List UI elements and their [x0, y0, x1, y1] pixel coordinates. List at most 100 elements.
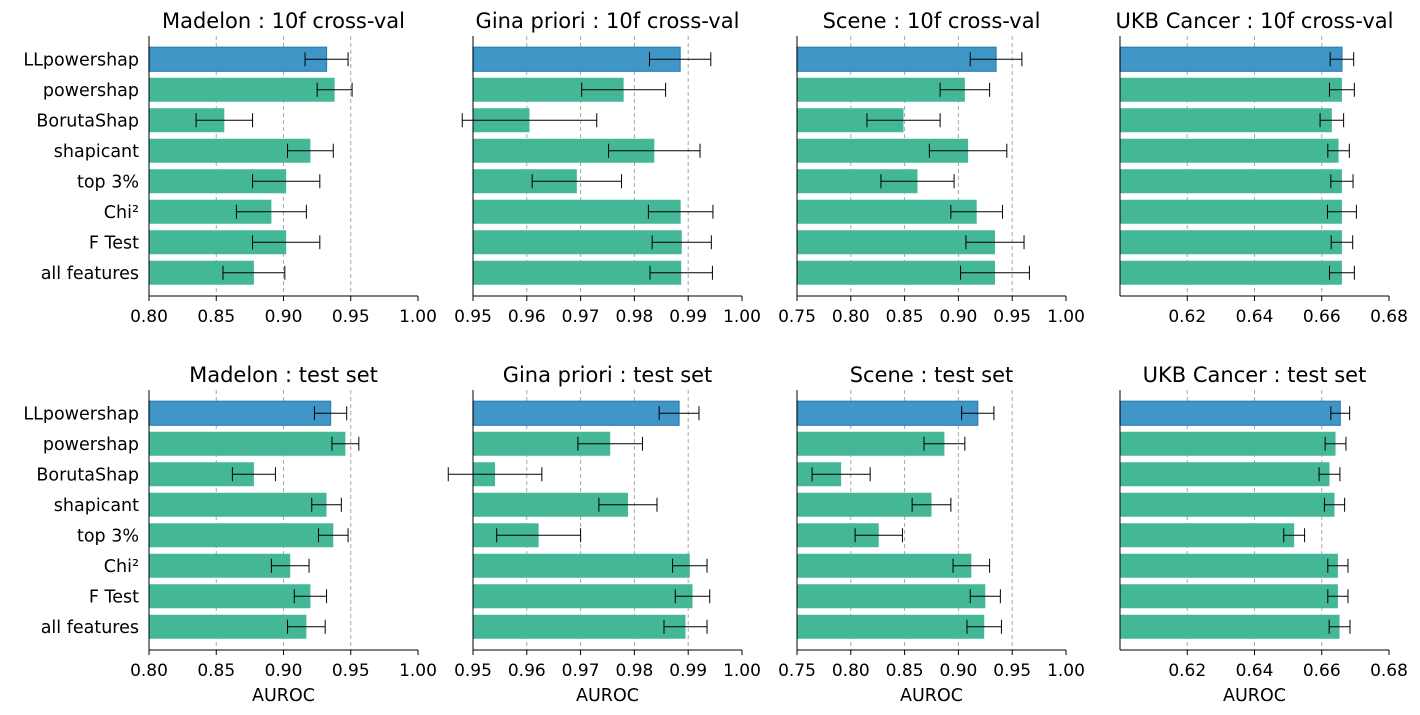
bar [148, 400, 332, 426]
x-tick-label: 0.80 [832, 661, 870, 681]
x-axis-label: AUROC [900, 686, 963, 706]
x-tick-label: 0.97 [562, 661, 600, 681]
x-tick-label: 0.80 [130, 661, 168, 681]
bar [797, 584, 986, 609]
chart-title: Scene : 10f cross-val [823, 9, 1041, 33]
category-label: LLpowershap [23, 50, 139, 70]
bar [796, 46, 997, 72]
category-label: LLpowershap [23, 404, 139, 424]
bar [1120, 614, 1340, 639]
chart-panel: LLpowershap powershap BorutaShap shapicant t… [23, 9, 437, 327]
bar [148, 46, 328, 72]
x-tick-label: 0.80 [832, 307, 870, 327]
x-axis-label: AUROC [252, 686, 315, 706]
bar [473, 584, 693, 609]
x-tick-label: 0.90 [265, 661, 303, 681]
x-tick-label: 0.85 [886, 307, 924, 327]
x-tick-label: 0.96 [508, 307, 546, 327]
x-tick-label: 0.95 [993, 661, 1031, 681]
bar [149, 584, 311, 609]
bar [1120, 77, 1342, 102]
x-tick-label: 0.68 [1370, 307, 1408, 327]
bar [149, 553, 291, 578]
category-label: BorutaShap [36, 111, 139, 131]
x-tick-label: 0.98 [615, 661, 653, 681]
x-tick-label: 0.98 [615, 307, 653, 327]
bar [1119, 46, 1343, 72]
x-tick-label: 0.97 [562, 307, 600, 327]
bar [796, 400, 979, 426]
bar [1120, 260, 1342, 285]
chart-title: Gina priori : test set [503, 363, 713, 387]
bar [1120, 138, 1339, 163]
x-tick-label: 0.66 [1303, 661, 1341, 681]
bar [1120, 199, 1342, 224]
category-label: all features [41, 264, 139, 284]
x-tick-label: 1.00 [1047, 307, 1085, 327]
bar [797, 431, 945, 456]
x-axis-label: AUROC [1223, 686, 1286, 706]
bar [472, 46, 681, 72]
bar [1120, 108, 1332, 133]
x-tick-label: 0.64 [1236, 307, 1274, 327]
chart-title: Madelon : test set [189, 363, 378, 387]
bar [1120, 523, 1295, 548]
bar [797, 77, 965, 102]
category-label: shapicant [54, 496, 139, 516]
bar [149, 492, 327, 517]
category-label: Chi² [104, 203, 139, 223]
bar [1120, 584, 1338, 609]
chart-panel: 0.95 0.96 0.97 0.98 0.99 1.00 Gina priori : te… [447, 363, 761, 706]
x-tick-label: 0.95 [332, 307, 370, 327]
chart-panel: 0.75 0.80 0.85 0.90 0.95 1.00 Scene : 10f cros… [778, 9, 1085, 327]
x-tick-label: 0.68 [1370, 661, 1408, 681]
x-tick-label: 0.95 [454, 661, 492, 681]
x-tick-label: 1.00 [723, 307, 761, 327]
bar [1119, 400, 1341, 426]
chart-title: UKB Cancer : 10f cross-val [1116, 9, 1394, 33]
category-label: shapicant [54, 142, 139, 162]
bar [149, 138, 311, 163]
chart-title: Scene : test set [850, 363, 1014, 387]
x-tick-label: 0.90 [939, 307, 977, 327]
bar [1120, 169, 1342, 194]
x-tick-label: 0.80 [130, 307, 168, 327]
bar [1120, 431, 1336, 456]
category-label: top 3% [77, 526, 139, 546]
bar [1120, 230, 1342, 255]
bar [797, 492, 932, 517]
x-tick-label: 0.85 [886, 661, 924, 681]
bar [149, 614, 307, 639]
category-label: F Test [89, 587, 139, 607]
chart-title: UKB Cancer : test set [1143, 363, 1367, 387]
category-label: F Test [89, 233, 139, 253]
bar [1120, 492, 1335, 517]
bar [797, 614, 985, 639]
category-label: powershap [43, 435, 139, 455]
bar [473, 614, 686, 639]
bar [797, 553, 972, 578]
bar [473, 553, 690, 578]
x-tick-label: 0.85 [197, 307, 235, 327]
bar [149, 523, 334, 548]
x-tick-label: 0.75 [778, 307, 816, 327]
bar [149, 431, 346, 456]
chart-panel: LLpowershap powershap BorutaShap shapicant t… [23, 363, 437, 706]
x-tick-label: 0.95 [993, 307, 1031, 327]
category-label: BorutaShap [36, 465, 139, 485]
bar [797, 230, 995, 255]
chart-panel: 0.62 0.64 0.66 0.68 UKB Cancer : 10f cross-v… [1116, 9, 1408, 327]
x-tick-label: 0.95 [332, 661, 370, 681]
x-tick-label: 1.00 [399, 307, 437, 327]
x-axis-label: AUROC [576, 686, 639, 706]
x-tick-label: 0.90 [265, 307, 303, 327]
chart-panel: 0.75 0.80 0.85 0.90 0.95 1.00 Scene : test set… [778, 363, 1085, 706]
bar [797, 199, 977, 224]
bar [472, 400, 680, 426]
category-label: all features [41, 618, 139, 638]
bar [473, 199, 681, 224]
x-tick-label: 0.62 [1168, 307, 1206, 327]
x-tick-label: 0.64 [1236, 661, 1274, 681]
chart-panel: 0.62 0.64 0.66 0.68 UKB Cancer : test set AUR… [1119, 363, 1408, 706]
